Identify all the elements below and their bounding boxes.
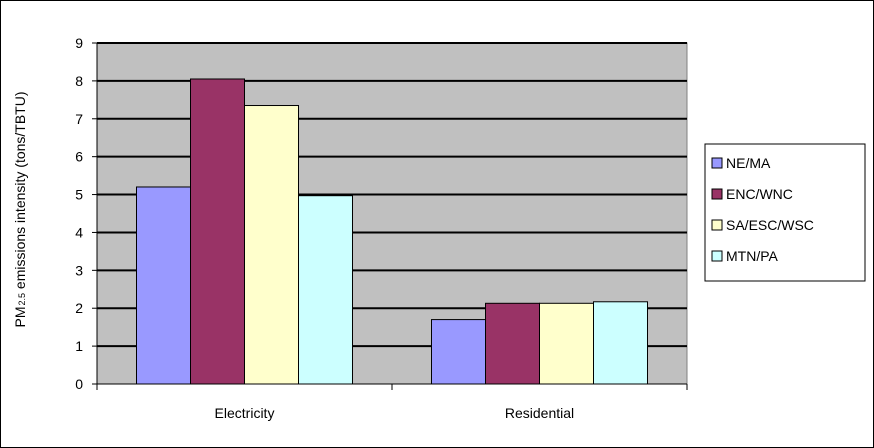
x-tick-label-electricity: Electricity <box>215 405 275 421</box>
y-tick-label: 3 <box>75 262 83 278</box>
y-axis-title: PM2.5 emissions intensity (tons/TBTU) <box>12 91 28 327</box>
y-axis-title-pre: PM <box>12 307 28 328</box>
y-tick-label: 8 <box>75 73 83 89</box>
y-tick-label: 7 <box>75 111 83 127</box>
y-tick-label: 2 <box>75 300 83 316</box>
tick-labels: 0 1 2 3 4 5 6 7 8 9 Electricity Residential <box>75 35 574 421</box>
legend-label: ENC/WNC <box>726 186 793 202</box>
x-tick-label-residential: Residential <box>505 405 574 421</box>
legend-swatch <box>711 219 723 231</box>
bar-ne-ma-residential <box>431 319 486 385</box>
bar-enc-wnc-electricity <box>190 78 245 385</box>
legend-label: NE/MA <box>726 155 771 171</box>
legend-swatch <box>711 250 723 262</box>
y-axis-title-post: emissions intensity (tons/TBTU) <box>12 91 28 293</box>
y-tick-label: 5 <box>75 187 83 203</box>
legend: NE/MA ENC/WNC SA/ESC/WSC MTN/PA <box>704 143 866 282</box>
legend-label: MTN/PA <box>726 248 779 264</box>
bar-sa-esc-wsc-residential <box>539 302 594 385</box>
y-axis-title-sub: 2.5 <box>17 293 27 306</box>
y-tick-label: 6 <box>75 149 83 165</box>
legend-swatch <box>711 188 723 200</box>
bars <box>136 78 648 385</box>
y-tick-label: 9 <box>75 35 83 51</box>
legend-box <box>704 143 866 282</box>
bar-mtn-pa-electricity <box>298 195 353 385</box>
bar-enc-wnc-residential <box>485 302 540 385</box>
bar-sa-esc-wsc-electricity <box>244 105 299 385</box>
y-tick-label: 1 <box>75 338 83 354</box>
y-tick-label: 0 <box>75 376 83 392</box>
bar-mtn-pa-residential <box>593 301 648 385</box>
bar-ne-ma-electricity <box>136 186 191 385</box>
y-tick-label: 4 <box>75 224 83 240</box>
legend-label: SA/ESC/WSC <box>726 217 814 233</box>
legend-swatch <box>711 157 723 169</box>
axes <box>92 42 688 390</box>
